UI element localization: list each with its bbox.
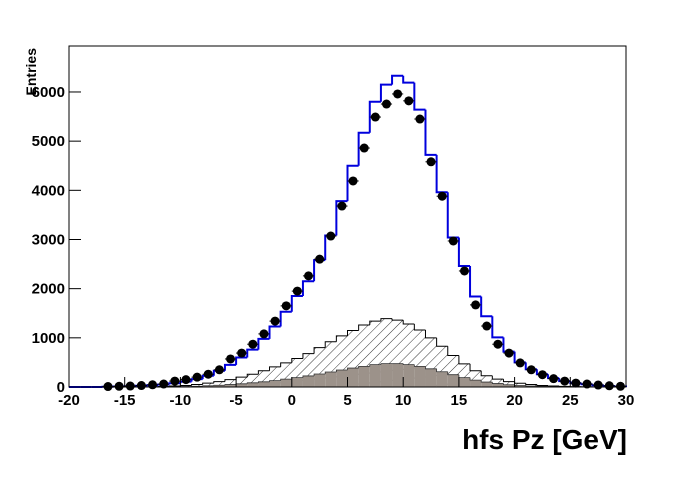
data-point xyxy=(516,358,525,367)
data-point xyxy=(170,377,179,386)
x-tick-label: 0 xyxy=(288,392,296,409)
histogram-bar xyxy=(314,374,325,387)
data-point xyxy=(137,381,146,390)
histogram-bar xyxy=(414,366,425,387)
data-point xyxy=(315,255,324,264)
data-point xyxy=(382,100,391,109)
histogram-bar xyxy=(448,375,459,387)
data-point xyxy=(404,96,413,105)
histogram-bar xyxy=(381,364,392,387)
data-point xyxy=(326,232,335,241)
data-point xyxy=(304,271,313,280)
data-point xyxy=(115,382,124,391)
data-point xyxy=(349,176,358,185)
data-point xyxy=(204,370,213,379)
x-tick-label: -15 xyxy=(114,392,136,409)
data-point xyxy=(293,287,302,296)
x-tick-label: 10 xyxy=(395,392,412,409)
histogram-bar xyxy=(392,364,403,387)
data-point xyxy=(616,382,625,391)
y-tick-label: 6000 xyxy=(32,84,65,101)
histogram-bar xyxy=(470,380,481,387)
x-tick-label: 30 xyxy=(618,392,635,409)
histogram-bar xyxy=(336,370,347,387)
histogram-bar xyxy=(258,382,269,387)
data-point xyxy=(148,380,157,389)
histogram-bar xyxy=(403,365,414,387)
x-tick-label: 20 xyxy=(506,392,523,409)
data-point xyxy=(181,375,190,384)
data-point xyxy=(538,370,547,379)
x-axis-title: hfs Pz [GeV] xyxy=(462,424,627,455)
histogram-bar xyxy=(348,368,359,387)
x-tick-label: 25 xyxy=(562,392,579,409)
data-point xyxy=(505,349,514,358)
x-tick-label: 15 xyxy=(451,392,468,409)
histogram-bar xyxy=(492,384,503,387)
data-point xyxy=(471,300,480,309)
data-point xyxy=(493,340,502,349)
histogram-bar xyxy=(303,376,314,387)
histogram-bar xyxy=(370,365,381,387)
x-tick-label: 5 xyxy=(343,392,351,409)
x-tick-label: -20 xyxy=(58,392,80,409)
data-point xyxy=(594,381,603,390)
data-point xyxy=(282,301,291,310)
x-tick-label: -10 xyxy=(170,392,192,409)
histogram-bar xyxy=(247,383,258,387)
data-point xyxy=(605,381,614,390)
histogram-bar xyxy=(459,378,470,387)
data-point xyxy=(215,365,224,374)
data-point xyxy=(126,382,135,391)
data-point xyxy=(371,113,380,122)
histogram-bar xyxy=(481,382,492,387)
data-point xyxy=(248,340,257,349)
y-tick-label: 5000 xyxy=(32,133,65,150)
data-point xyxy=(271,317,280,326)
data-point xyxy=(337,202,346,211)
data-point xyxy=(415,115,424,124)
histogram-bar xyxy=(292,378,303,387)
histogram-bar xyxy=(425,369,436,387)
data-point xyxy=(427,157,436,166)
data-point xyxy=(527,365,536,374)
y-tick-label: 4000 xyxy=(32,182,65,199)
histogram-bar xyxy=(281,379,292,387)
x-tick-label: -5 xyxy=(229,392,242,409)
y-tick-label: 1000 xyxy=(32,330,65,347)
data-point xyxy=(259,329,268,338)
data-point xyxy=(393,89,402,98)
histogram-bar xyxy=(325,372,336,387)
data-point xyxy=(193,373,202,382)
y-tick-label: 2000 xyxy=(32,281,65,298)
data-point xyxy=(360,144,369,153)
data-point xyxy=(438,192,447,201)
data-point xyxy=(460,266,469,275)
histogram-bar xyxy=(437,372,448,387)
y-tick-label: 3000 xyxy=(32,231,65,248)
data-point xyxy=(571,379,580,388)
data-point xyxy=(482,322,491,331)
data-point xyxy=(549,374,558,383)
histogram-bar xyxy=(359,366,370,387)
data-point xyxy=(226,354,235,363)
histogram-bar xyxy=(270,381,281,387)
data-point xyxy=(237,349,246,358)
data-point xyxy=(449,236,458,245)
data-point xyxy=(560,377,569,386)
